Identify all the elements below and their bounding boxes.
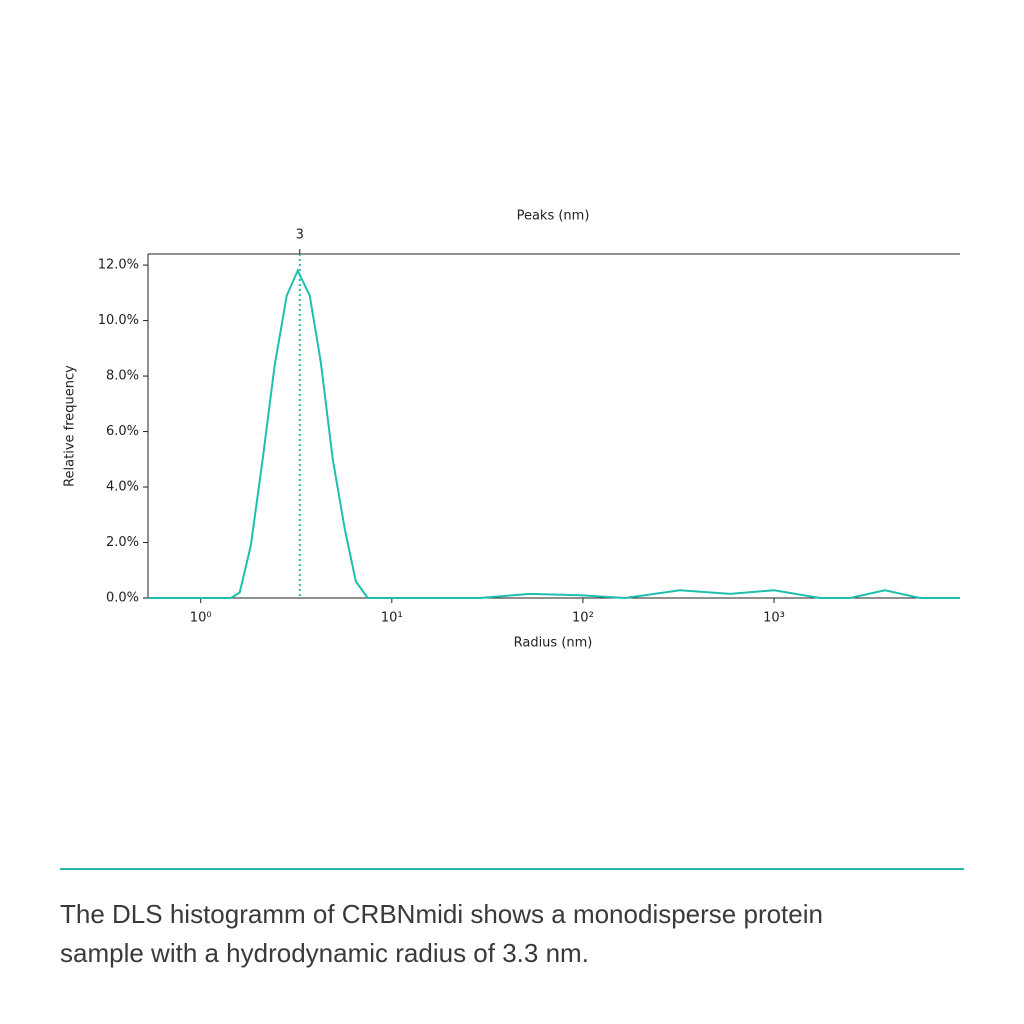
caption: The DLS histogramm of CRBNmidi shows a m… <box>60 899 823 968</box>
chart: Peaks (nm) Radius (nm) Relative frequenc… <box>63 209 960 651</box>
y-tick-label: 0.0% <box>106 591 139 606</box>
x-tick-label: 10¹ <box>381 611 403 626</box>
y-axis-label: Relative frequency <box>63 365 78 487</box>
x-axis-label: Radius (nm) <box>514 636 593 651</box>
x-tick-label: 10⁰ <box>190 611 212 626</box>
separator <box>60 868 964 870</box>
x-tick-label: 10² <box>572 611 594 626</box>
x-tick-label: 10³ <box>763 611 785 626</box>
peaks-title: Peaks (nm) <box>517 209 590 224</box>
y-tick-label: 10.0% <box>98 313 139 328</box>
y-tick-label: 12.0% <box>98 258 139 273</box>
y-tick-label: 6.0% <box>106 424 139 439</box>
y-tick-label: 4.0% <box>106 480 139 495</box>
peak-tick-label: 3 <box>296 228 304 243</box>
y-tick-label: 2.0% <box>106 535 139 550</box>
y-tick-label: 8.0% <box>106 369 139 384</box>
data-line <box>148 268 960 600</box>
